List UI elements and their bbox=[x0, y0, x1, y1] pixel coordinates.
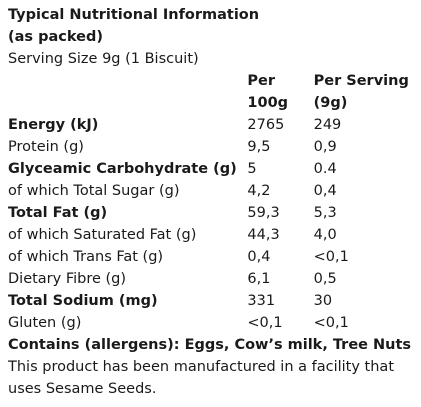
header-nutrient-spacer bbox=[8, 70, 247, 114]
nutrient-name: Dietary Fibre (g) bbox=[8, 271, 127, 287]
nutrient-name: Total Fat (g) bbox=[8, 205, 108, 221]
nutrient-name: of which Trans Fat (g) bbox=[8, 249, 164, 265]
nutrient-name: Glyceamic Carbohydrate (g) bbox=[8, 161, 237, 177]
nutrient-name: of which Saturated Fat (g) bbox=[8, 227, 197, 243]
facility-note: This product has been manufactured in a … bbox=[8, 359, 394, 397]
table-row: Energy (kJ) 2765 249 bbox=[8, 114, 413, 136]
table-row: of which Total Sugar (g) 4,2 0,4 bbox=[8, 180, 413, 202]
value-per-100g: 44,3 bbox=[247, 227, 280, 243]
nutrition-panel: Typical Nutritional Information (as pack… bbox=[8, 7, 413, 397]
panel-title-line-1: Typical Nutritional Information bbox=[8, 7, 260, 23]
panel-title-line-2: (as packed) bbox=[8, 29, 103, 45]
nutrient-name: Gluten (g) bbox=[8, 315, 82, 331]
value-per-100g: 2765 bbox=[247, 117, 285, 133]
table-row: of which Saturated Fat (g) 44,3 4,0 bbox=[8, 224, 413, 246]
table-row: Protein (g) 9,5 0,9 bbox=[8, 136, 413, 158]
serving-size: Serving Size 9g (1 Biscuit) bbox=[8, 51, 199, 67]
nutrient-name: Energy (kJ) bbox=[8, 117, 99, 133]
header-per-100g-line-1: Per bbox=[247, 73, 276, 89]
value-per-serving: 0,9 bbox=[313, 139, 337, 155]
value-per-100g: 5 bbox=[247, 161, 257, 177]
value-per-serving: 4,0 bbox=[313, 227, 337, 243]
value-per-serving: 249 bbox=[313, 117, 342, 133]
table-row: Glyceamic Carbohydrate (g) 5 0.4 bbox=[8, 158, 413, 180]
value-per-serving: 30 bbox=[313, 293, 333, 309]
table-row: Gluten (g) <0,1 <0,1 bbox=[8, 312, 413, 334]
nutrition-table: Per 100g Per Serving (9g) Energy (kJ) 276… bbox=[8, 70, 413, 334]
value-per-100g: 9,5 bbox=[247, 139, 271, 155]
value-per-serving: 0,5 bbox=[313, 271, 337, 287]
value-per-100g: 6,1 bbox=[247, 271, 271, 287]
header-per-serving: Per Serving (9g) bbox=[314, 70, 413, 114]
table-row: of which Trans Fat (g) 0,4 <0,1 bbox=[8, 246, 413, 268]
value-per-100g: <0,1 bbox=[247, 315, 283, 331]
table-row: Dietary Fibre (g) 6,1 0,5 bbox=[8, 268, 413, 290]
nutrient-name: Protein (g) bbox=[8, 139, 84, 155]
value-per-100g: 59,3 bbox=[247, 205, 280, 221]
table-header-row: Per 100g Per Serving (9g) bbox=[8, 70, 413, 114]
nutrient-name: Total Sodium (mg) bbox=[8, 293, 158, 309]
value-per-100g: 331 bbox=[247, 293, 276, 309]
allergens-statement: Contains (allergens): Eggs, Cow’s milk, … bbox=[8, 337, 412, 353]
nutrient-name: of which Total Sugar (g) bbox=[8, 183, 180, 199]
value-per-100g: 4,2 bbox=[247, 183, 271, 199]
value-per-serving: 0.4 bbox=[313, 161, 337, 177]
header-per-100g-line-2: 100g bbox=[247, 95, 289, 111]
table-row: Total Fat (g) 59,3 5,3 bbox=[8, 202, 413, 224]
value-per-100g: 0,4 bbox=[247, 249, 271, 265]
value-per-serving: 0,4 bbox=[313, 183, 337, 199]
header-per-100g: Per 100g bbox=[247, 70, 313, 114]
value-per-serving: <0,1 bbox=[313, 249, 349, 265]
header-per-serving-line-1: Per Serving bbox=[313, 73, 409, 89]
value-per-serving: <0,1 bbox=[313, 315, 349, 331]
table-row: Total Sodium (mg) 331 30 bbox=[8, 290, 413, 312]
header-per-serving-line-2: (9g) bbox=[313, 95, 348, 111]
value-per-serving: 5,3 bbox=[313, 205, 337, 221]
